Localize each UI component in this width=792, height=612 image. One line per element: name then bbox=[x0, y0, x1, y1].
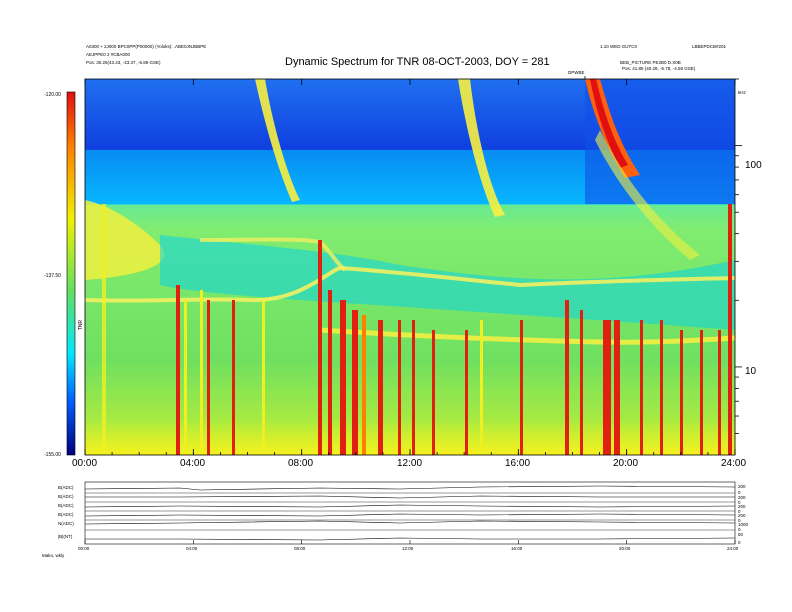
x-tick-label: 24:00 bbox=[721, 458, 747, 469]
x-tick-label: 00:00 bbox=[72, 458, 98, 469]
colorbar-tick-top: -120.00 bbox=[44, 92, 61, 98]
header-info-right-2: BEB_PICTURE PE2B0 D.X0B bbox=[620, 60, 681, 65]
x-tick-label: 20:00 bbox=[613, 458, 639, 469]
y-tick-label: 10 bbox=[745, 366, 757, 377]
header-pos-right: Pos: 41.85 (40.28, -5.78, -4.59 GSE) bbox=[622, 66, 696, 71]
panel-scale: 0 bbox=[738, 540, 741, 545]
lower-x-tick-label: 12:00 bbox=[402, 546, 414, 551]
header-info-right-1: 1.10 WED GUTC0 bbox=[600, 44, 638, 49]
colorbar-tick-mid: -137.50 bbox=[44, 273, 61, 279]
x-tick-label: 04:00 bbox=[180, 458, 206, 469]
header-pos-left: Pos: 30.25(43.43, -23.37, -5.89 GSE) bbox=[86, 60, 161, 65]
x-tick-label: 08:00 bbox=[288, 458, 314, 469]
panel-label: |B|(NT) bbox=[58, 534, 73, 539]
lower-x-tick-label: 20:00 bbox=[619, 546, 631, 551]
footer-label: Mako, wkly bbox=[42, 553, 65, 558]
panel-scale: 200 bbox=[738, 495, 746, 500]
panel-label: B(ADC) bbox=[58, 494, 74, 499]
burst-marker-label: DPWBE bbox=[568, 70, 585, 75]
panel-scale: 1000 bbox=[738, 522, 749, 527]
lower-x-tick-label: 04:00 bbox=[186, 546, 198, 551]
y-unit-label: kHz bbox=[738, 90, 746, 95]
lower-x-tick-label: 00:00 bbox=[78, 546, 90, 551]
x-tick-label: 16:00 bbox=[505, 458, 531, 469]
vertical-bursts bbox=[102, 204, 732, 455]
panel-scale: 50 bbox=[738, 532, 744, 537]
panel-label: B(ADC) bbox=[58, 512, 74, 517]
panel-scale: 0 bbox=[738, 509, 741, 514]
colorbar bbox=[66, 91, 76, 456]
panel-scale: 200 bbox=[738, 513, 746, 518]
panel-label: N(ADC) bbox=[58, 521, 74, 526]
lower-x-tick-label: 16:00 bbox=[511, 546, 523, 551]
lower-x-tick-label: 08:00 bbox=[294, 546, 306, 551]
timeseries-panels bbox=[84, 481, 736, 545]
x-tick-label: 12:00 bbox=[397, 458, 423, 469]
panel-scale: 200 bbox=[738, 484, 746, 489]
lower-x-tick-label: 24:00 bbox=[727, 546, 739, 551]
header-info-left-2: AEJPPE0 2 #CBA000 bbox=[86, 52, 131, 57]
panel-scale: 200 bbox=[738, 504, 746, 509]
spectrogram bbox=[84, 76, 736, 455]
panel-label: B(ADC) bbox=[58, 503, 74, 508]
panel-scale: 0 bbox=[738, 518, 741, 523]
header-info-right-1b: LBBEPDCB#201 bbox=[692, 44, 727, 49]
panel-label: B(ADC) bbox=[58, 485, 74, 490]
panel-scale: 0 bbox=[738, 490, 741, 495]
chart-title: Dynamic Spectrum for TNR 08-OCT-2003, DO… bbox=[285, 56, 550, 68]
panel-scale: 0 bbox=[738, 500, 741, 505]
header-info-left-1: A0300 + 2J000 BPC0PP(P00000) (Yoloks): .… bbox=[86, 44, 207, 49]
panel-scale: 0 bbox=[738, 527, 741, 532]
y-tick-label: 100 bbox=[745, 160, 762, 171]
colorbar-tick-bottom: -155.00 bbox=[44, 452, 61, 458]
